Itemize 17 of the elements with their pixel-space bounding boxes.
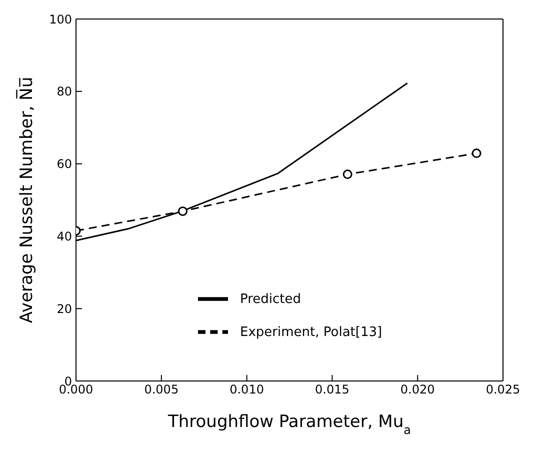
legend-label: Predicted — [240, 292, 302, 307]
y-axis-title: Average Nusselt Number, N̅u̅ — [16, 76, 37, 324]
x-axis-title: Throughflow Parameter, Mu$_{a}$ — [167, 412, 411, 437]
legend-label: Experiment, Polat[13] — [240, 325, 382, 340]
y-tick-label: 20 — [56, 302, 72, 316]
x-tick-label: 0.020 — [400, 382, 435, 397]
point — [342, 170, 352, 180]
x-tick-label: 0.015 — [315, 382, 350, 397]
y-tick-label: 40 — [56, 229, 72, 244]
x-tick-label: 0.005 — [144, 382, 179, 397]
point — [178, 206, 188, 216]
point — [472, 148, 482, 158]
y-tick-label: 80 — [56, 84, 72, 99]
y-tick-label: 100 — [49, 12, 72, 26]
y-tick-label: 60 — [56, 157, 72, 172]
x-tick-label: 0.025 — [486, 382, 520, 397]
x-tick-label: 0.010 — [230, 382, 264, 397]
